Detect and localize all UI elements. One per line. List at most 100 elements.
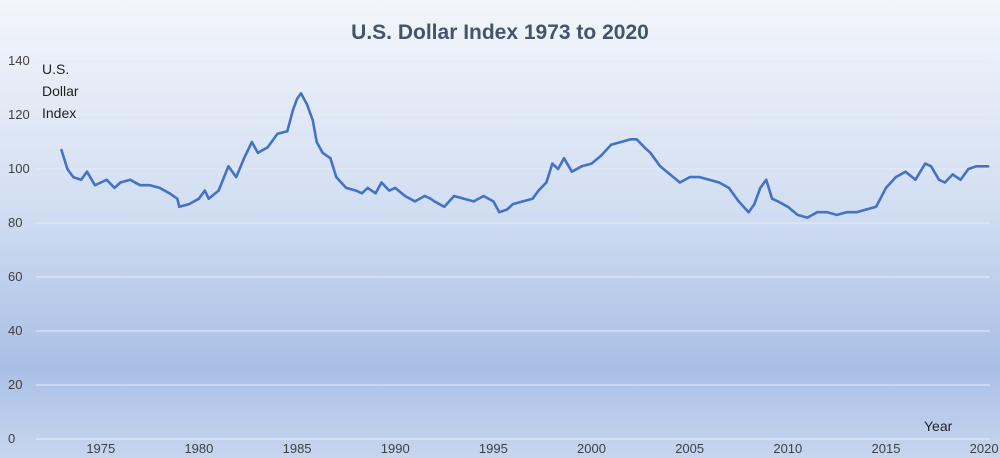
data-point <box>986 165 990 168</box>
x-axis-label: Year <box>924 418 953 434</box>
data-point <box>635 138 638 141</box>
y-tick-label: 20 <box>8 377 22 392</box>
data-point <box>825 211 829 214</box>
data-point <box>855 211 858 214</box>
data-point <box>959 178 962 181</box>
data-point <box>119 181 122 184</box>
data-point <box>816 211 819 214</box>
data-point <box>380 181 383 184</box>
data-point <box>354 189 358 192</box>
data-point <box>217 189 220 192</box>
data-point <box>266 146 269 149</box>
data-point <box>443 205 446 208</box>
data-point <box>717 181 721 184</box>
data-point <box>129 178 132 181</box>
x-tick-label: 2015 <box>872 441 901 456</box>
y-tick-label: 100 <box>8 161 30 176</box>
y-tick-label: 40 <box>8 323 22 338</box>
data-point <box>759 186 762 190</box>
data-point <box>498 211 501 214</box>
data-point <box>235 175 238 179</box>
data-point <box>943 181 947 184</box>
data-point <box>537 189 540 192</box>
data-point <box>388 189 391 192</box>
data-point <box>276 132 279 136</box>
data-point <box>321 151 324 154</box>
data-point <box>727 186 731 190</box>
data-point <box>924 162 927 165</box>
series-line-0 <box>60 92 990 219</box>
data-point <box>600 154 603 157</box>
x-tick-label: 1990 <box>381 441 410 456</box>
x-tick-label: 2000 <box>577 441 606 456</box>
x-tick-label: 2010 <box>773 441 802 456</box>
data-point <box>242 157 246 160</box>
y-tick-label: 140 <box>8 53 30 68</box>
data-point <box>492 200 495 203</box>
data-point <box>556 167 560 171</box>
data-point <box>344 186 348 190</box>
y-tick-labels: 0 20 40 60 80 100 120 140 <box>8 53 30 446</box>
x-tick-label: 2005 <box>675 441 704 456</box>
data-point <box>85 170 89 173</box>
x-tick-label: 1995 <box>479 441 508 456</box>
x-tick-label: 1980 <box>184 441 213 456</box>
data-point <box>545 181 548 184</box>
data-point <box>452 194 456 198</box>
data-point <box>374 192 377 195</box>
data-point <box>168 192 171 195</box>
data-point <box>951 173 954 176</box>
y-tick-label: 0 <box>8 431 15 446</box>
data-point <box>113 186 116 190</box>
data-point <box>60 148 63 152</box>
data-point <box>688 175 691 179</box>
data-point <box>413 200 417 203</box>
data-point <box>207 197 210 200</box>
data-point <box>643 146 646 149</box>
data-point <box>937 178 941 181</box>
data-point <box>765 178 768 181</box>
data-point <box>250 140 254 144</box>
data-point <box>531 197 534 200</box>
data-point <box>967 167 970 171</box>
data-point <box>291 108 295 111</box>
data-point <box>176 197 179 200</box>
data-point <box>678 181 682 184</box>
data-point <box>884 186 888 190</box>
chart-title: U.S. Dollar Index 1973 to 2020 <box>351 21 649 44</box>
x-tick-label: 2020 <box>970 441 999 456</box>
data-point <box>929 165 933 168</box>
data-point <box>580 165 583 168</box>
data-point <box>329 157 332 160</box>
x-tick-label: 1975 <box>86 441 115 456</box>
data-point <box>462 197 466 200</box>
data-point <box>429 197 432 200</box>
data-point <box>521 200 525 203</box>
data-point <box>433 200 436 203</box>
y-tick-label: 80 <box>8 215 22 230</box>
data-point <box>366 186 369 190</box>
data-point <box>904 170 907 173</box>
data-point <box>197 197 201 200</box>
data-point <box>403 194 407 198</box>
data-point <box>315 140 318 144</box>
data-point <box>914 178 917 181</box>
data-point <box>187 202 191 206</box>
data-point <box>806 216 809 219</box>
data-point <box>178 205 181 208</box>
data-point <box>980 165 984 168</box>
data-point <box>505 208 509 211</box>
data-point <box>570 170 574 173</box>
data-point <box>311 119 314 122</box>
data-point <box>590 162 593 165</box>
data-point <box>148 184 152 187</box>
grid-lines <box>36 60 990 440</box>
series-group <box>60 92 990 219</box>
data-point <box>79 178 83 181</box>
data-point <box>619 140 623 144</box>
data-point <box>472 200 475 203</box>
data-point <box>609 143 613 146</box>
data-point <box>158 186 161 190</box>
data-point <box>894 175 897 179</box>
